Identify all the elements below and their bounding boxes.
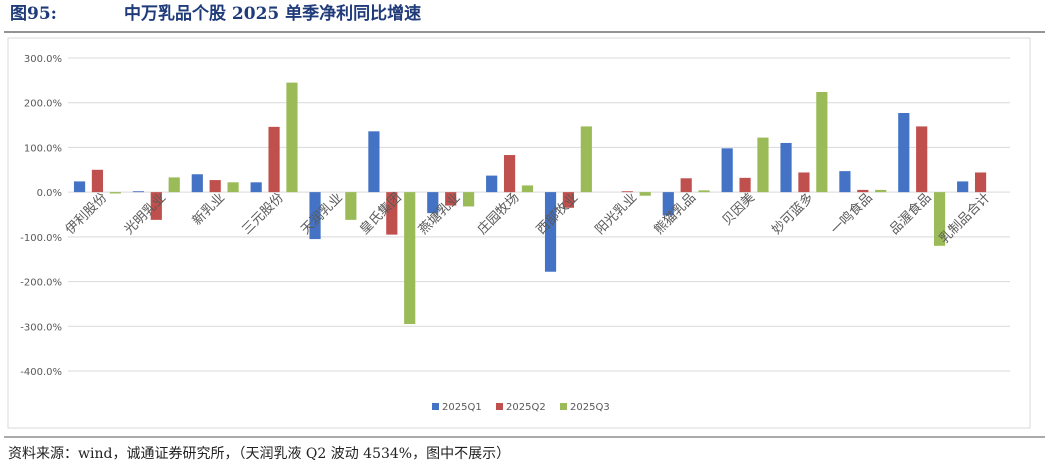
y-tick-label: -400.0% xyxy=(20,367,62,378)
bar xyxy=(562,192,575,208)
bar xyxy=(445,192,457,206)
bar xyxy=(250,182,262,193)
bar xyxy=(916,126,928,193)
bar xyxy=(309,192,321,240)
chart-frame xyxy=(7,37,1031,429)
bar xyxy=(974,172,987,193)
legend-swatch xyxy=(496,403,503,410)
bar xyxy=(780,142,792,193)
bar xyxy=(73,181,86,193)
bar xyxy=(857,189,869,193)
bar xyxy=(721,148,733,193)
bar xyxy=(757,137,769,193)
y-tick-label: 0.0% xyxy=(37,188,62,199)
bar xyxy=(875,189,887,193)
bar xyxy=(191,174,203,193)
legend-swatch xyxy=(560,403,567,410)
bar xyxy=(486,175,498,193)
legend-label: 2025Q2 xyxy=(506,402,546,413)
bar xyxy=(286,82,298,193)
legend-swatch xyxy=(432,403,439,410)
y-tick-label: -300.0% xyxy=(20,322,62,333)
bar xyxy=(957,181,969,193)
bar xyxy=(698,190,710,193)
bar xyxy=(227,182,239,193)
bar xyxy=(798,172,810,193)
bar xyxy=(580,126,592,193)
bar xyxy=(132,191,145,193)
bar xyxy=(91,169,104,193)
bar xyxy=(739,177,751,193)
bar xyxy=(680,178,692,193)
bar xyxy=(209,180,221,193)
chart-title: 中万乳品个股 2025 单季净利同比增速 xyxy=(124,3,421,24)
source-note: 资料来源：wind，诚通证券研究所，（天润乳液 Q2 波动 4534%，图中不展… xyxy=(8,446,510,462)
bar xyxy=(462,192,475,207)
y-tick-label: 300.0% xyxy=(24,54,62,65)
bar xyxy=(427,192,439,214)
legend-label: 2025Q3 xyxy=(570,402,610,413)
bar xyxy=(521,185,534,193)
bar xyxy=(839,171,851,193)
y-tick-label: 200.0% xyxy=(24,99,62,110)
bar xyxy=(368,131,380,193)
y-tick-label: -200.0% xyxy=(20,278,62,289)
bar xyxy=(662,192,674,216)
bar xyxy=(898,112,910,193)
bar xyxy=(639,192,651,196)
legend-label: 2025Q1 xyxy=(442,402,482,413)
y-tick-label: -100.0% xyxy=(20,233,62,244)
bar xyxy=(933,192,946,246)
bar xyxy=(268,126,280,193)
bar xyxy=(386,192,398,235)
bar xyxy=(168,177,180,193)
bar xyxy=(345,192,357,220)
bar xyxy=(544,192,557,272)
figure-number: 图95: xyxy=(10,4,57,24)
bar xyxy=(109,192,121,194)
bar xyxy=(150,192,162,220)
y-tick-label: 100.0% xyxy=(24,143,62,154)
bar xyxy=(503,155,516,193)
bar xyxy=(404,192,416,325)
bar xyxy=(816,91,828,193)
bar xyxy=(621,191,633,193)
